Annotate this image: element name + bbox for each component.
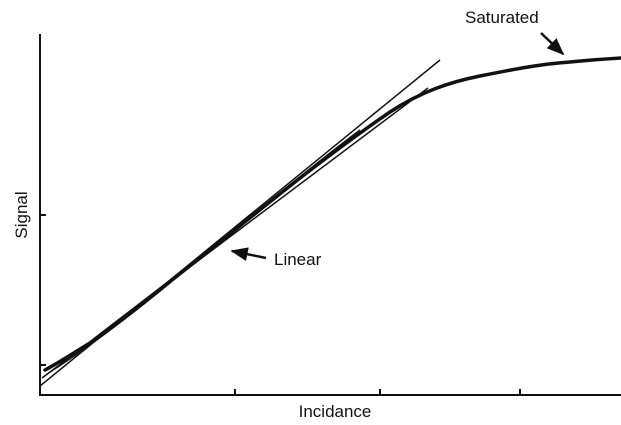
response-curve-trace bbox=[49, 129, 361, 373]
annotations bbox=[230, 32, 565, 262]
y-axis-label: Signal bbox=[12, 191, 31, 238]
linear-label: Linear bbox=[274, 250, 322, 269]
saturated-label: Saturated bbox=[465, 8, 539, 27]
saturated-arrow bbox=[540, 32, 565, 56]
axes bbox=[39, 34, 621, 396]
linear-arrow bbox=[230, 247, 267, 262]
x-axis-label: Incidance bbox=[299, 402, 372, 421]
curves bbox=[39, 56, 621, 387]
response-curve bbox=[43, 56, 621, 372]
